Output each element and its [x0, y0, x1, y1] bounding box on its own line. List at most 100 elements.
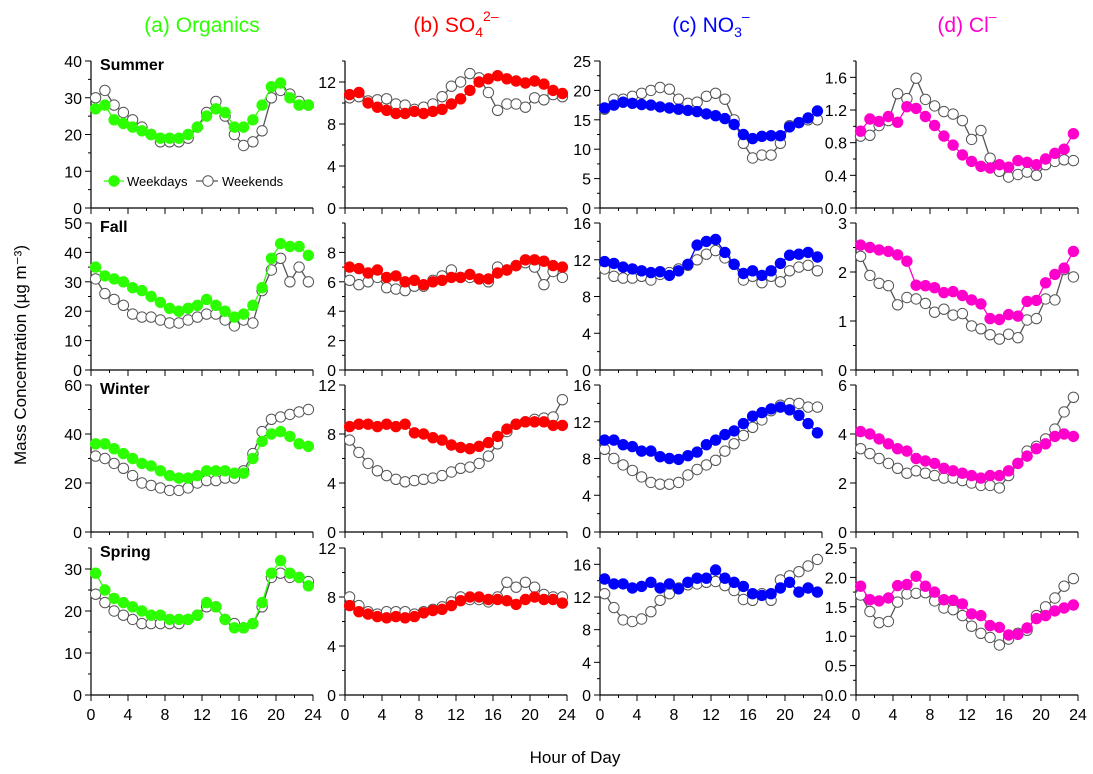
data-point-weekdays [200, 293, 213, 306]
y-tick-label: 8 [582, 290, 591, 307]
data-point-weekdays [108, 443, 120, 455]
data-point-weekdays [928, 457, 941, 470]
y-tick-label: 2 [327, 334, 336, 351]
data-point-weekdays [237, 467, 250, 479]
data-point-weekends [353, 446, 365, 459]
y-tick-label: 4 [327, 304, 336, 321]
data-point-weekdays [1002, 161, 1015, 173]
data-point-weekdays [556, 597, 569, 609]
data-point-weekdays [928, 586, 941, 598]
x-tick-label: 20 [1032, 707, 1050, 724]
column-title-text: (a) Organics [144, 14, 260, 37]
data-point-weekends [302, 403, 315, 416]
data-point-weekends [811, 401, 824, 413]
data-point-weekdays [811, 105, 824, 117]
x-tick-label: 24 [813, 707, 831, 724]
data-point-weekdays [154, 609, 167, 621]
data-point-weekends [993, 333, 1006, 345]
y-tick-label: 0 [582, 363, 591, 380]
data-point-weekends [928, 100, 941, 112]
data-point-weekdays [1002, 308, 1015, 321]
data-point-weekdays [464, 84, 476, 97]
data-point-weekends [891, 88, 904, 100]
data-point-weekdays [210, 299, 222, 311]
y-tick-label: 8 [327, 427, 336, 444]
data-point-weekdays [274, 77, 287, 89]
data-point-weekends [854, 250, 867, 262]
y-tick-label: 12 [573, 415, 591, 432]
data-point-weekdays [247, 617, 259, 630]
data-point-weekdays [1021, 450, 1033, 462]
y-tick-label: 12 [318, 541, 336, 558]
data-point-weekdays [265, 567, 278, 579]
data-point-weekdays [984, 312, 996, 325]
data-point-weekends [682, 469, 694, 481]
panel-spring-so4-2: 0 4 8 12 0 4 8 12 16 20 24 [318, 541, 576, 724]
data-point-weekdays [1039, 609, 1052, 622]
data-point-weekdays [556, 419, 569, 432]
panel-fall-so4-2: 0 2 4 6 8 [327, 222, 569, 380]
y-tick-label: 1.6 [825, 70, 847, 87]
data-point-weekdays [302, 249, 315, 262]
data-point-weekends [626, 464, 639, 477]
data-point-weekends [802, 560, 814, 572]
data-point-weekends [635, 613, 648, 625]
data-point-weekends [635, 87, 648, 100]
data-point-weekdays [901, 255, 913, 267]
data-point-weekends [1012, 332, 1024, 344]
data-point-weekdays [274, 237, 287, 250]
data-point-weekdays [654, 101, 666, 113]
data-point-weekdays [126, 601, 139, 613]
data-point-weekdays [117, 276, 130, 288]
panel-summer-so4-2: 0 4 8 12 [318, 60, 569, 218]
x-tick-label: 20 [521, 707, 539, 724]
data-point-weekdays [873, 595, 885, 607]
data-point-weekends [1067, 572, 1080, 585]
data-point-weekends [108, 457, 120, 470]
data-point-weekends [947, 604, 959, 616]
data-point-weekdays [783, 404, 796, 416]
season-label: Spring [100, 544, 151, 561]
y-tick-label: 4 [327, 639, 336, 656]
data-point-weekdays [626, 582, 639, 594]
y-tick-label: 1.5 [825, 600, 847, 617]
panel-summer-cl: 0.0 0.4 0.8 1.2 1.6 [825, 60, 1080, 218]
panels-group: (a) Organics (b) SO42– (c) NO3– (d) Cl–0102… [64, 8, 1087, 724]
data-point-weekdays [464, 268, 476, 281]
data-point-weekdays [709, 434, 722, 446]
data-point-weekdays [626, 263, 639, 275]
y-tick-label: 0.0 [825, 201, 847, 218]
data-point-weekends [691, 463, 703, 476]
legend: Weekdays Weekends [104, 174, 284, 189]
data-point-weekdays [191, 299, 204, 311]
data-point-weekdays [1030, 294, 1043, 307]
data-point-weekends [117, 462, 130, 474]
data-point-weekdays [956, 289, 969, 302]
data-point-weekdays [237, 308, 250, 320]
data-point-weekends [1030, 312, 1043, 325]
data-point-weekdays [783, 576, 796, 588]
data-point-weekdays [293, 240, 305, 253]
data-point-weekdays [728, 258, 740, 270]
data-point-weekends [719, 93, 731, 105]
data-point-weekends [445, 80, 458, 92]
data-point-weekdays [975, 298, 987, 310]
data-point-weekends [528, 92, 541, 104]
x-tick-label: 16 [739, 707, 757, 724]
data-point-weekdays [99, 584, 111, 596]
data-point-weekdays [1049, 147, 1061, 160]
data-point-weekdays [709, 110, 722, 122]
data-point-weekdays [247, 299, 259, 311]
data-point-weekends [99, 84, 111, 97]
data-point-weekdays [654, 582, 666, 594]
data-point-weekdays [256, 596, 268, 609]
data-point-weekdays [237, 622, 250, 634]
data-point-weekdays [417, 607, 430, 619]
data-point-weekdays [200, 110, 213, 122]
data-point-weekdays [965, 155, 978, 168]
data-point-weekdays [873, 244, 885, 256]
data-point-weekdays [436, 103, 448, 116]
data-point-weekdays [538, 255, 550, 267]
data-point-weekdays [873, 115, 885, 128]
data-point-weekdays [1067, 599, 1080, 611]
